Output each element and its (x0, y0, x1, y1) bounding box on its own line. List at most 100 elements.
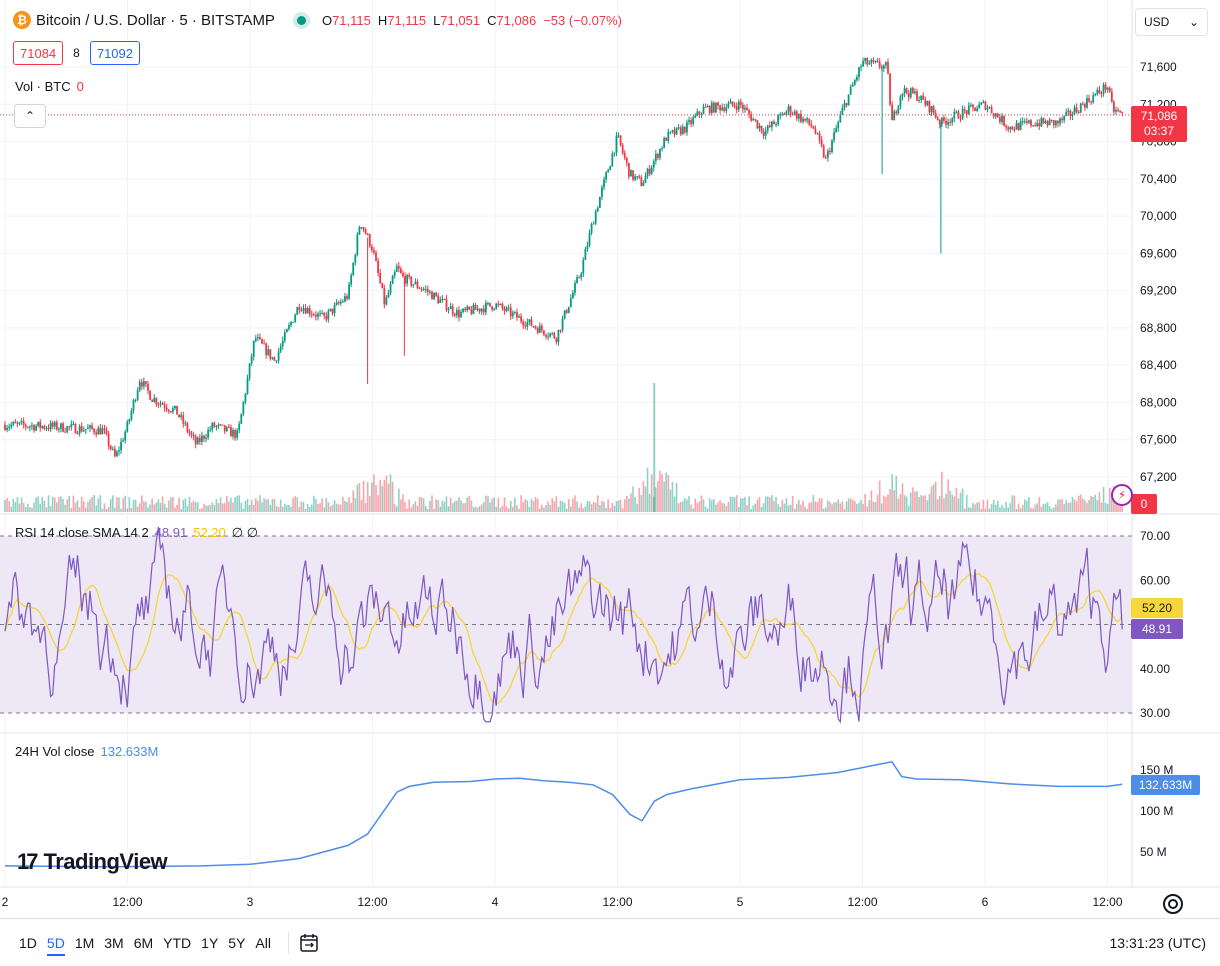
rsi-legend[interactable]: RSI 14 close SMA 14 2 48.91 52.20 ∅ ∅ (15, 525, 258, 541)
volume-bar (858, 502, 860, 512)
volume-bar (1094, 494, 1097, 512)
candle-body (901, 93, 904, 97)
volume-bar (427, 508, 429, 512)
volume-bar (1013, 495, 1016, 512)
range-button-1m[interactable]: 1M (74, 934, 95, 951)
candle-body (826, 150, 829, 158)
candle-body (410, 276, 413, 286)
volume-bar (1019, 508, 1022, 512)
symbol-header[interactable]: ₿ Bitcoin / U.S. Dollar · 5 · BITSTAMP O… (13, 9, 622, 31)
range-button-5d[interactable]: 5D (42, 928, 70, 958)
volume-bar (806, 508, 808, 512)
candle-body (1023, 121, 1026, 123)
chart-canvas[interactable]: 71,60071,20070,80070,40070,00069,60069,2… (0, 0, 1220, 918)
candle-body (654, 153, 657, 161)
volume-bar (29, 506, 31, 512)
range-button-all[interactable]: All (255, 934, 271, 951)
volume-bar (955, 487, 958, 512)
candle-body (543, 330, 545, 335)
volume-bar (650, 474, 653, 512)
volume-bar (1042, 504, 1045, 512)
candle-body (783, 113, 786, 115)
rsi-lines (4, 527, 1123, 724)
volume-bar (841, 501, 844, 512)
volume-bar (578, 507, 580, 512)
settings-gear-icon[interactable] (1163, 894, 1183, 914)
candle-body (621, 145, 624, 153)
volume-bar (912, 487, 914, 512)
candle-body (285, 329, 288, 333)
candle-body (252, 340, 255, 357)
candle-body (607, 170, 610, 173)
candle-body (818, 133, 821, 140)
volume-bar (261, 502, 263, 512)
currency-value: USD (1144, 15, 1170, 29)
candle-body (758, 125, 761, 129)
volume-bar (653, 383, 656, 512)
candle-body (965, 110, 968, 115)
candle-body (18, 422, 21, 424)
volume-bar (634, 497, 636, 512)
candle-body (1044, 121, 1047, 124)
range-button-1d[interactable]: 1D (19, 934, 37, 951)
collapse-legend-button[interactable]: ⌃ (14, 104, 46, 128)
volume-bar (493, 497, 495, 512)
volume-bar (134, 499, 137, 512)
range-button-3m[interactable]: 3M (104, 934, 124, 951)
sell-price-button[interactable]: 71084 (13, 41, 64, 65)
range-button-1y[interactable]: 1Y (201, 934, 219, 951)
symbol-title[interactable]: Bitcoin / U.S. Dollar · 5 · BITSTAMP (36, 11, 275, 29)
candle-body (333, 304, 336, 314)
candle-body (754, 119, 757, 121)
volume-bar (642, 481, 645, 512)
calendar-range-icon[interactable] (299, 933, 319, 953)
volume-bar (279, 499, 282, 512)
volume-bar (646, 467, 649, 512)
candle-body (683, 126, 686, 133)
volume-bar (661, 474, 663, 512)
candle-body (876, 60, 879, 62)
volume-bar (1108, 487, 1111, 512)
volume-bar (354, 498, 357, 512)
candle-body (717, 102, 719, 106)
volume-bar (1003, 507, 1005, 512)
volume-bar (543, 507, 545, 512)
candle-body (161, 403, 164, 405)
volume-bar (957, 498, 960, 512)
candle-body (149, 390, 151, 400)
currency-select[interactable]: USD ⌄ (1135, 8, 1208, 36)
candle-body (982, 101, 985, 103)
volume-bar (1036, 503, 1039, 512)
tradingview-logo[interactable]: 17 TradingView (17, 849, 168, 875)
vol24-legend[interactable]: 24H Vol close 132.633M (15, 744, 158, 759)
volume-bar (116, 496, 118, 512)
candle-body (598, 196, 601, 208)
vol24-tick-label: 150 M (1140, 763, 1173, 777)
volume-bar (12, 499, 15, 512)
candle-body (578, 277, 581, 279)
volume-legend[interactable]: Vol · BTC 0 (15, 79, 84, 94)
buy-price-button[interactable]: 71092 (89, 41, 140, 65)
candle-body (572, 292, 574, 299)
range-button-5y[interactable]: 5Y (228, 934, 246, 951)
candle-body (1106, 87, 1109, 90)
range-button-6m[interactable]: 6M (133, 934, 154, 951)
candle-body (797, 113, 800, 119)
candle-body (429, 291, 431, 293)
utc-clock[interactable]: 13:31:23 (UTC) (1109, 934, 1206, 951)
volume-bar (277, 506, 280, 512)
candle-body (518, 316, 520, 318)
volume-bar (943, 498, 945, 512)
candle-body (928, 101, 931, 113)
candle-body (936, 117, 939, 120)
volume-bar (288, 504, 290, 512)
volume-bar (721, 502, 723, 512)
candle-body (482, 308, 485, 313)
candle-body (470, 309, 473, 314)
candle-body (909, 88, 912, 98)
volume-bar (8, 501, 10, 512)
candle-body (1086, 98, 1088, 108)
candle-body (1009, 126, 1012, 130)
lightning-icon[interactable]: ⚡ (1111, 484, 1133, 506)
range-button-ytd[interactable]: YTD (163, 934, 192, 951)
